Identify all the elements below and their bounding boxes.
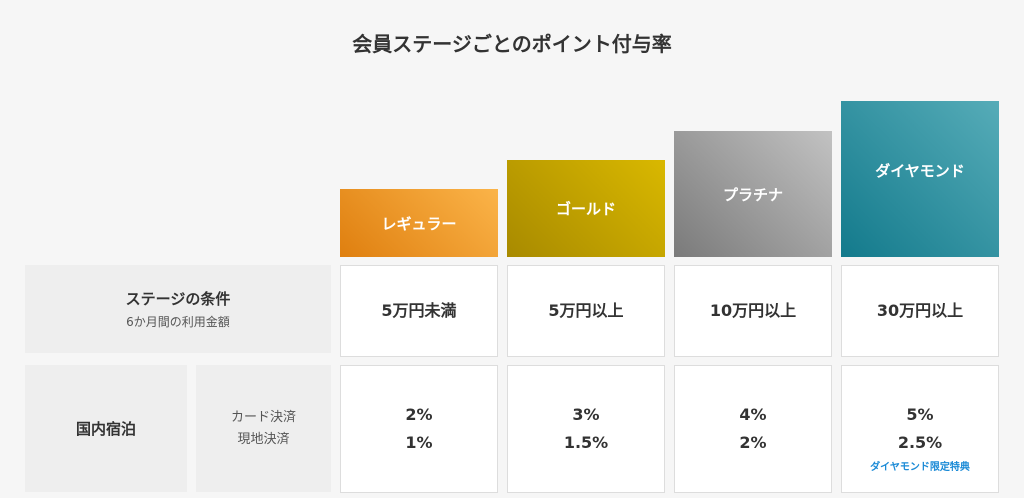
stage-name: レギュラー — [381, 214, 457, 233]
rate-cell: 3% 1.5% — [507, 365, 665, 493]
domestic-label-cell: 国内宿泊 — [25, 365, 187, 492]
condition-value: 10万円以上 — [709, 301, 797, 320]
page-title: 会員ステージごとのポイント付与率 — [352, 32, 672, 56]
payment-label-cell: カード決済 現地決済 — [196, 365, 331, 492]
condition-value: 30万円以上 — [876, 301, 964, 320]
condition-label: ステージの条件 — [125, 290, 231, 308]
condition-cell: 5万円未満 — [340, 265, 498, 357]
stage-header-gold: ゴールド — [507, 160, 665, 257]
condition-cell: 5万円以上 — [507, 265, 665, 357]
condition-sublabel: 6か月間の利用金額 — [126, 315, 230, 329]
card-rate: 4% — [739, 405, 767, 424]
condition-value: 5万円以上 — [548, 301, 624, 320]
condition-label-cell: ステージの条件 6か月間の利用金額 — [25, 265, 331, 353]
stage-header-regular: レギュラー — [340, 189, 498, 257]
card-rate: 3% — [572, 405, 600, 424]
rate-cell: 2% 1% — [340, 365, 498, 493]
condition-cell: 10万円以上 — [674, 265, 832, 357]
condition-cell: 30万円以上 — [841, 265, 999, 357]
stage-name: プラチナ — [722, 185, 783, 204]
card-payment-label: カード決済 — [230, 409, 296, 425]
stage-header-platinum: プラチナ — [674, 131, 832, 257]
diamond-benefit-note: ダイヤモンド限定特典 — [870, 462, 970, 473]
condition-value: 5万円未満 — [381, 301, 457, 320]
domestic-label: 国内宿泊 — [75, 420, 136, 438]
stage-name: ダイヤモンド — [875, 161, 965, 180]
local-rate: 1.5% — [563, 433, 609, 452]
rate-cell: 5% 2.5% ダイヤモンド限定特典 — [841, 365, 999, 493]
card-rate: 5% — [906, 405, 934, 424]
stage-name: ゴールド — [555, 200, 616, 218]
card-rate: 2% — [405, 405, 433, 424]
local-rate: 2% — [739, 433, 767, 452]
local-payment-label: 現地決済 — [237, 431, 290, 447]
local-rate: 1% — [405, 433, 433, 452]
stage-header-diamond: ダイヤモンド — [841, 101, 999, 257]
rate-cell: 4% 2% — [674, 365, 832, 493]
local-rate: 2.5% — [897, 433, 943, 452]
